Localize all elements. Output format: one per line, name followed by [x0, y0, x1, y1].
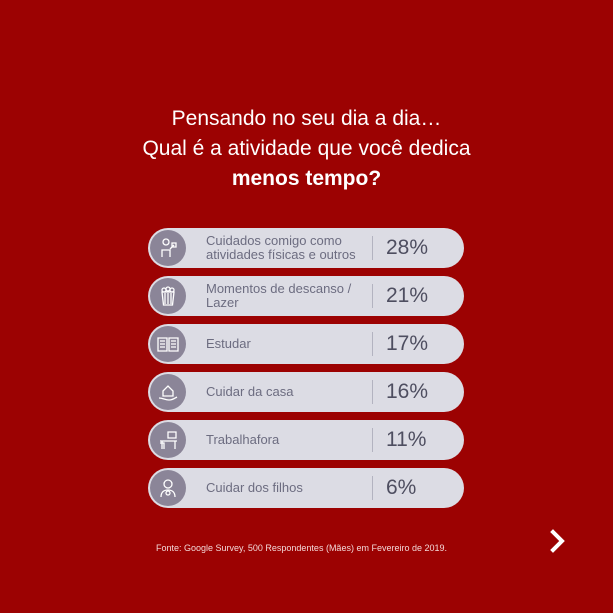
list-item: Cuidar da casa 16% [148, 372, 464, 412]
item-label: Cuidar da casa [206, 384, 294, 399]
title-line-2: Qual é a atividade que você dedica [142, 137, 471, 160]
desk-icon [150, 422, 186, 458]
divider [372, 428, 373, 452]
item-percentage: 28% [386, 236, 429, 259]
exercise-icon [150, 230, 186, 266]
book-icon [150, 326, 186, 362]
popcorn-icon [150, 278, 186, 314]
item-percentage: 17% [386, 332, 429, 355]
item-percentage: 6% [386, 476, 417, 499]
list-item: Cuidar dos filhos 6% [148, 468, 464, 508]
list-item: Estudar 17% [148, 324, 464, 364]
item-percentage: 16% [386, 380, 429, 403]
list-item: Momentos de descanso / Lazer 21% [148, 276, 464, 316]
divider [372, 236, 373, 260]
divider [372, 380, 373, 404]
divider [372, 284, 373, 308]
question-title: Pensando no seu dia a dia… Qual é a ativ… [0, 104, 613, 194]
divider [372, 476, 373, 500]
divider [372, 332, 373, 356]
mother-child-icon [150, 470, 186, 506]
item-percentage: 21% [386, 284, 429, 307]
house-hand-icon [150, 374, 186, 410]
next-button[interactable] [547, 528, 569, 554]
item-percentage: 11% [386, 428, 427, 451]
item-label: Trabalhafora [206, 432, 280, 447]
chevron-right-icon [550, 529, 565, 553]
item-label: Cuidados comigo como atividades físicas … [206, 233, 356, 262]
title-line-1: Pensando no seu dia a dia… [171, 107, 442, 130]
item-label: Momentos de descanso / Lazer [206, 281, 352, 310]
list-item: Cuidados comigo como atividades físicas … [148, 228, 464, 268]
list-item: Trabalhafora 11% [148, 420, 464, 460]
source-note: Fonte: Google Survey, 500 Respondentes (… [156, 543, 447, 553]
item-label: Estudar [206, 336, 251, 351]
title-line-3: menos tempo? [231, 167, 382, 190]
item-label: Cuidar dos filhos [206, 480, 303, 495]
